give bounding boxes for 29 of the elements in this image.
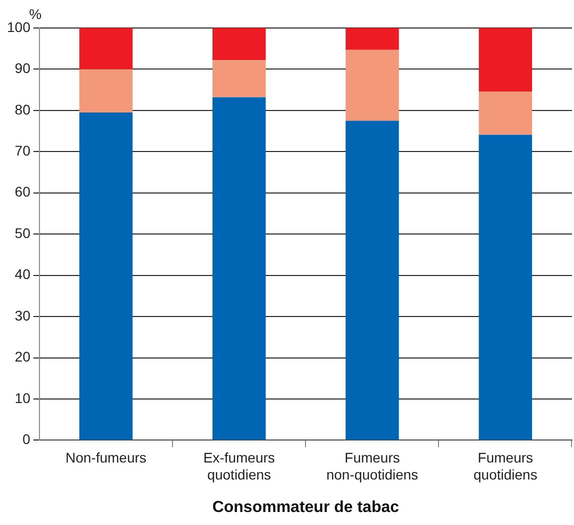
bar: [212, 60, 266, 98]
bar: [478, 134, 532, 440]
bar: [79, 69, 133, 112]
y-tick-label: 70: [14, 142, 31, 159]
bar: [79, 28, 133, 70]
x-tick-label: Non-fumeurs: [65, 449, 146, 466]
bar: [478, 28, 532, 92]
y-tick-label: 0: [22, 431, 31, 448]
x-tick-label: Fumeurs quotidiens: [474, 449, 538, 482]
bar: [346, 50, 399, 121]
bar: [79, 112, 133, 440]
y-tick-label: 60: [14, 184, 31, 200]
bar: [346, 28, 399, 50]
y-axis-title: %: [29, 6, 42, 22]
y-tick-label: 20: [14, 348, 31, 365]
y-tick-label: 10: [14, 390, 31, 406]
x-tick-label: Ex-fumeurs quotidiens: [203, 449, 275, 482]
bar: [212, 97, 266, 440]
y-tick-label: 100: [7, 18, 31, 35]
y-tick-label: 80: [14, 101, 31, 118]
x-axis-title: Consommateur de tabac: [212, 498, 400, 516]
bar: [478, 91, 532, 135]
y-tick-label: 50: [14, 224, 31, 241]
bar: [346, 120, 399, 440]
bar: [212, 28, 266, 60]
y-tick-label: 30: [14, 307, 31, 324]
y-tick-label: 40: [14, 266, 31, 282]
y-tick-label: 90: [14, 60, 31, 76]
x-tick-label: Fumeurs non-quotidiens: [326, 449, 418, 482]
